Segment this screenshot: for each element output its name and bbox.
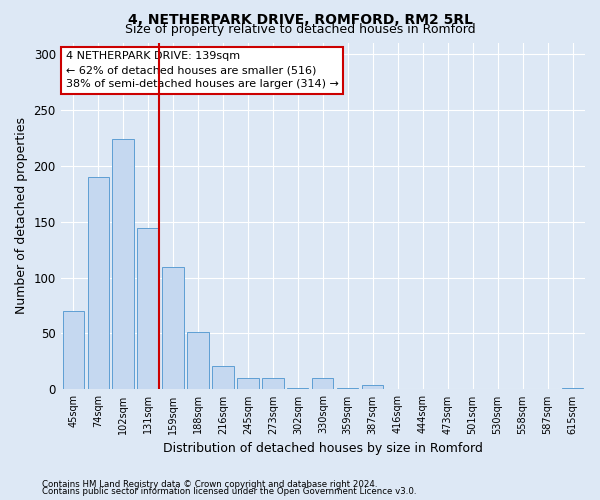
Bar bbox=[137, 228, 158, 390]
Bar bbox=[562, 388, 583, 390]
Bar bbox=[163, 268, 184, 390]
Bar bbox=[312, 378, 334, 390]
Bar bbox=[362, 385, 383, 390]
Bar bbox=[88, 177, 109, 390]
Bar bbox=[238, 378, 259, 390]
Bar bbox=[62, 311, 84, 390]
Bar bbox=[112, 138, 134, 390]
Text: Size of property relative to detached houses in Romford: Size of property relative to detached ho… bbox=[125, 22, 475, 36]
Bar bbox=[337, 388, 358, 390]
Bar bbox=[287, 388, 308, 390]
Text: Contains public sector information licensed under the Open Government Licence v3: Contains public sector information licen… bbox=[42, 488, 416, 496]
Bar bbox=[187, 332, 209, 390]
Bar bbox=[262, 378, 284, 390]
Y-axis label: Number of detached properties: Number of detached properties bbox=[15, 118, 28, 314]
Text: Contains HM Land Registry data © Crown copyright and database right 2024.: Contains HM Land Registry data © Crown c… bbox=[42, 480, 377, 489]
X-axis label: Distribution of detached houses by size in Romford: Distribution of detached houses by size … bbox=[163, 442, 483, 455]
Bar bbox=[212, 366, 233, 390]
Text: 4, NETHERPARK DRIVE, ROMFORD, RM2 5RL: 4, NETHERPARK DRIVE, ROMFORD, RM2 5RL bbox=[128, 12, 473, 26]
Text: 4 NETHERPARK DRIVE: 139sqm
← 62% of detached houses are smaller (516)
38% of sem: 4 NETHERPARK DRIVE: 139sqm ← 62% of deta… bbox=[66, 51, 339, 89]
